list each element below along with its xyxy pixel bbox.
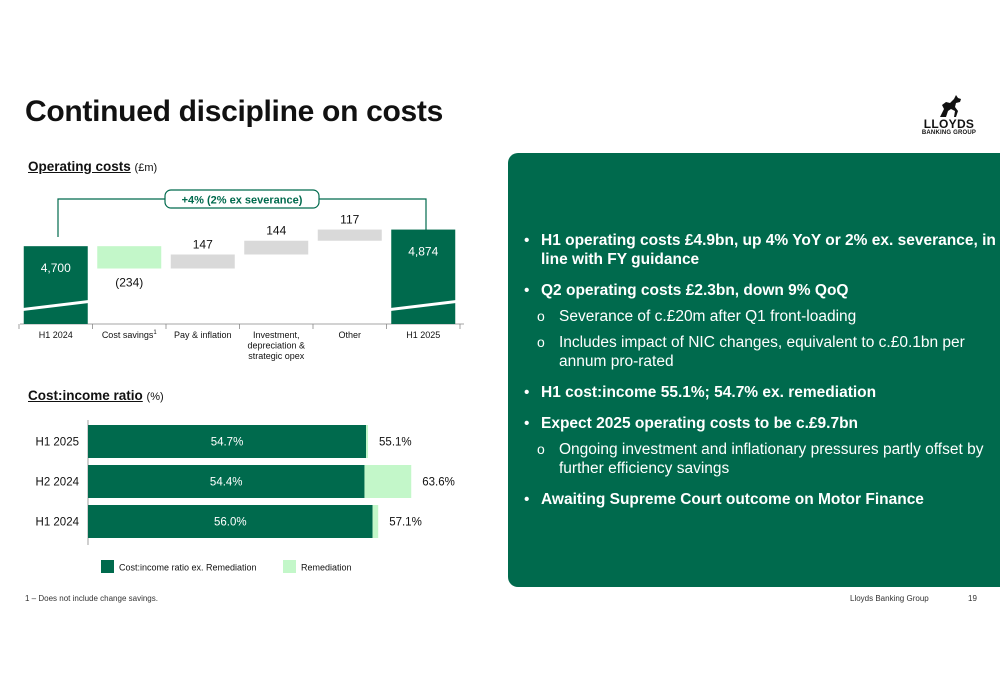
remediation-bar (372, 505, 379, 538)
key-point-detail: Ongoing investment and inflationary pres… (524, 440, 1000, 478)
waterfall-category-label: Cost savings1 (102, 330, 158, 340)
legend-swatch (283, 560, 296, 573)
bar-value-label: 56.0% (214, 517, 247, 529)
waterfall-category-label: H1 2024 (39, 330, 73, 340)
ratio-ex-remediation-bar (88, 465, 365, 498)
waterfall-bar (97, 246, 162, 269)
waterfall-value-label: 4,700 (41, 261, 71, 275)
total-value-label: 55.1% (379, 437, 412, 449)
waterfall-bar (317, 229, 382, 241)
waterfall-category-label: Other (338, 330, 361, 340)
ratio-ex-remediation-bar (88, 425, 366, 458)
lloyds-logo: LLOYDS BANKING GROUP (918, 93, 980, 139)
waterfall-bar (23, 246, 88, 324)
operating-costs-waterfall-chart: +4% (2% ex severance) 4,700 (234) 147 144 11… (18, 189, 464, 361)
category-label: H2 2024 (36, 477, 80, 489)
page-number: 19 (968, 594, 977, 603)
black-horse-icon (940, 95, 961, 117)
waterfall-bar (170, 254, 235, 269)
total-value-label: 57.1% (389, 517, 422, 529)
remediation-bar (366, 425, 369, 458)
waterfall-category-label: H1 2025 (406, 330, 440, 340)
waterfall-value-label: 117 (340, 213, 359, 227)
key-point: Expect 2025 operating costs to be c.£9.7… (524, 414, 1000, 433)
cost-income-chart: H1 2025 54.7% 55.1% H2 2024 54.4% 63.6% H1 202… (36, 420, 455, 573)
cost-income-bars: H1 2025 54.7% 55.1% H2 2024 54.4% 63.6% H1 202… (36, 425, 455, 538)
operating-costs-heading: Operating costs (£m) (28, 159, 157, 174)
remediation-bar (364, 465, 412, 498)
key-points-panel: H1 operating costs £4.9bn, up 4% YoY or … (508, 153, 1000, 587)
legend-swatch (101, 560, 114, 573)
key-point: Awaiting Supreme Court outcome on Motor … (524, 490, 1000, 509)
cost-income-title: Cost:income ratio (28, 388, 143, 403)
bar-value-label: 54.4% (210, 477, 243, 489)
waterfall-category-labels: H1 2024 Cost savings1 Pay & inflation Inves… (39, 330, 441, 361)
waterfall-value-label: 4,874 (408, 245, 438, 259)
waterfall-bars (22, 229, 457, 324)
operating-costs-unit: (£m) (134, 162, 158, 174)
waterfall-value-label: 144 (266, 224, 286, 238)
bar-value-label: 54.7% (211, 437, 244, 449)
legend-label: Cost:income ratio ex. Remediation (119, 563, 257, 573)
waterfall-value-label: 147 (193, 237, 213, 251)
cost-income-unit: (%) (146, 391, 164, 403)
axis-break-mark (390, 300, 457, 311)
key-point: H1 cost:income 55.1%; 54.7% ex. remediat… (524, 383, 1000, 402)
footer-organisation: Lloyds Banking Group (850, 594, 929, 603)
legend-label: Remediation (301, 563, 352, 573)
waterfall-category-label: Investment, depreciation & strategic opex (247, 330, 305, 361)
bracket-label-box (164, 189, 320, 209)
waterfall-value-labels: 4,700 (234) 147 144 117 4,874 (41, 213, 439, 290)
category-label: H1 2024 (36, 517, 80, 529)
key-point-detail: Severance of c.£20m after Q1 front-loadi… (524, 307, 1000, 326)
logo-line-2: BANKING GROUP (921, 130, 977, 136)
waterfall-category-label: Pay & inflation (174, 330, 232, 340)
key-point-detail: Includes impact of NIC changes, equivale… (524, 333, 1000, 371)
category-label: H1 2025 (36, 437, 79, 449)
axis-break-mark (22, 300, 89, 311)
key-points-list: H1 operating costs £4.9bn, up 4% YoY or … (524, 231, 1000, 521)
ratio-ex-remediation-bar (88, 505, 373, 538)
x-axis-ticks (18, 324, 461, 329)
total-value-label: 63.6% (422, 477, 455, 489)
operating-costs-title: Operating costs (28, 159, 131, 174)
cost-income-heading: Cost:income ratio (%) (28, 388, 164, 403)
key-point: Q2 operating costs £2.3bn, down 9% QoQ (524, 281, 1000, 300)
waterfall-value-label: (234) (115, 276, 143, 290)
logo-line-1: LLOYDS (923, 117, 975, 131)
page-title: Continued discipline on costs (25, 95, 443, 128)
footnote: 1 – Does not include change savings. (25, 594, 158, 603)
bracket-label: +4% (2% ex severance) (182, 195, 303, 207)
key-point: H1 operating costs £4.9bn, up 4% YoY or … (524, 231, 1000, 269)
waterfall-bar (244, 240, 309, 255)
cost-income-legend: Cost:income ratio ex. Remediation Remedia… (101, 560, 352, 573)
